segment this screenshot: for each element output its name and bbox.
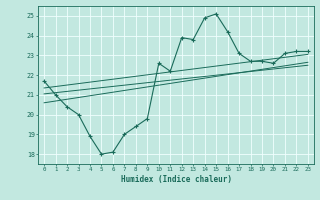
X-axis label: Humidex (Indice chaleur): Humidex (Indice chaleur)	[121, 175, 231, 184]
